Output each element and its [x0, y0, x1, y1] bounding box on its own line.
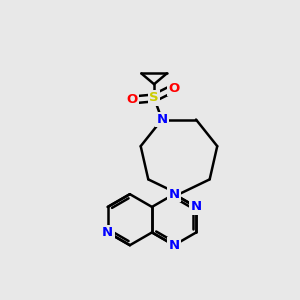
Text: S: S — [149, 92, 159, 104]
Text: N: N — [102, 226, 113, 239]
Text: N: N — [156, 113, 167, 126]
Text: O: O — [127, 93, 138, 106]
Text: O: O — [168, 82, 179, 94]
Text: N: N — [190, 200, 202, 213]
Text: N: N — [169, 188, 180, 201]
Text: N: N — [169, 239, 180, 252]
